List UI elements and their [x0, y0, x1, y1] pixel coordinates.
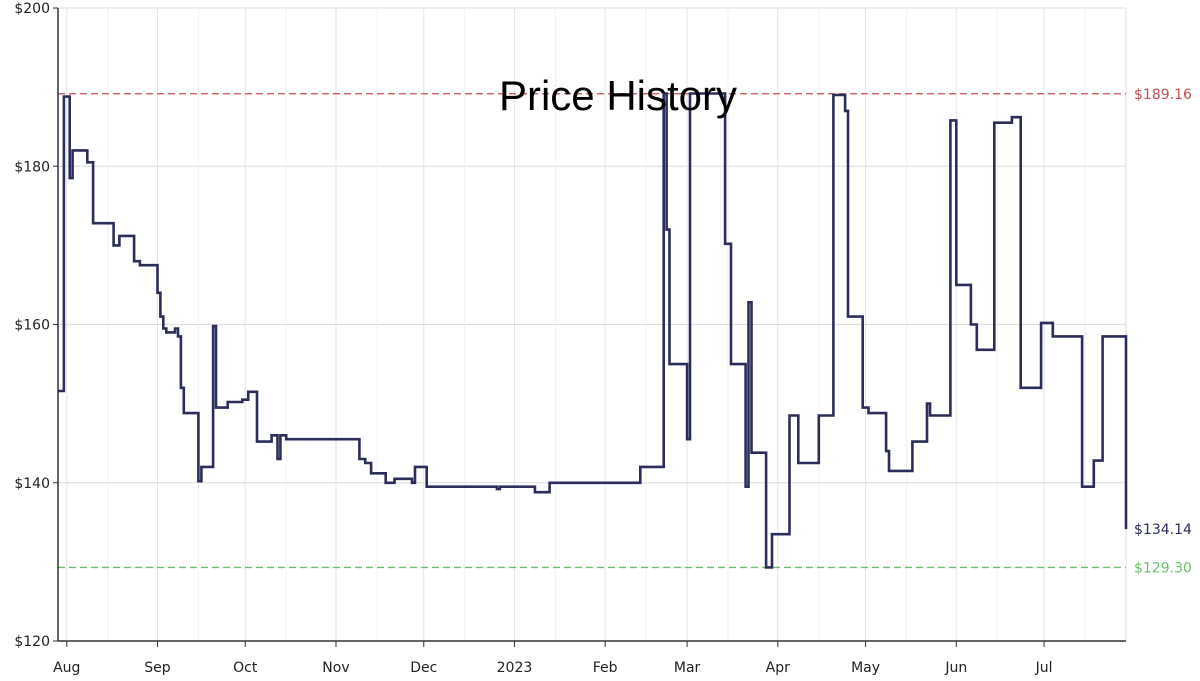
x-tick-label: Mar [674, 660, 701, 676]
y-tick-label: $140 [14, 476, 50, 492]
chart-title: Price History [499, 72, 737, 119]
x-tick-label: May [851, 660, 880, 676]
reference-line-label: $129.30 [1134, 560, 1192, 576]
x-tick-label: Oct [233, 660, 258, 676]
series-layer [58, 92, 1128, 569]
y-tick-label: $200 [14, 1, 50, 17]
x-tick-label: Apr [766, 660, 790, 676]
x-tick-label: Nov [322, 660, 349, 676]
price-series-line [58, 92, 1128, 569]
y-tick-label: $180 [14, 159, 50, 175]
y-tick-label: $120 [14, 634, 50, 650]
axes [57, 8, 1126, 642]
tick-labels: $120 $140 $160 $180 $200 Aug Sep Oct Nov Dec 2023 F… [14, 1, 1192, 676]
x-tick-label: Sep [144, 660, 171, 676]
x-tick-label: Jul [1035, 660, 1053, 676]
reference-line-label: $189.16 [1134, 87, 1192, 103]
y-tick-label: $160 [14, 318, 50, 334]
x-tick-label: Aug [53, 660, 80, 676]
x-tick-label: Feb [593, 660, 618, 676]
x-tick-label: Jun [944, 660, 967, 676]
current-price-label: $134.14 [1134, 522, 1192, 538]
x-tick-label: 2023 [497, 660, 533, 676]
grid [53, 7, 1127, 647]
reference-lines [58, 93, 1126, 569]
x-tick-label: Dec [410, 660, 437, 676]
